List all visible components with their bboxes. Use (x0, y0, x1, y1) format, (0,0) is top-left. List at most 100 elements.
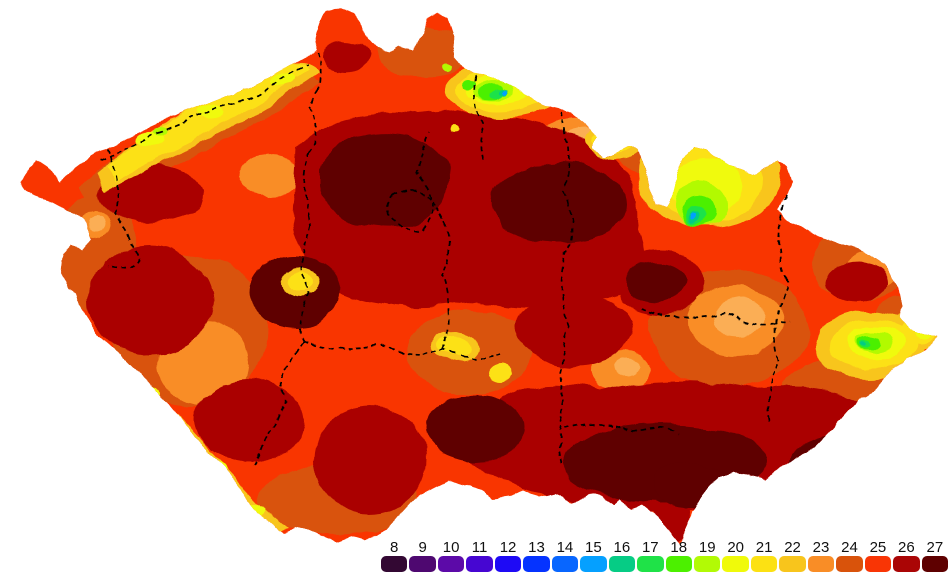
legend-value-label: 17 (641, 539, 659, 556)
legend-value-label: 12 (499, 539, 517, 556)
legend-color-swatch (381, 556, 408, 572)
temp-blob (900, 317, 936, 343)
legend-item: 24 (836, 539, 863, 572)
legend-value-label: 20 (727, 539, 744, 556)
temp-blob (827, 262, 887, 302)
region-boundary (308, 51, 320, 153)
temp-blob (714, 300, 766, 336)
legend-item: 26 (893, 539, 920, 572)
temp-blob (650, 464, 730, 508)
legend-item: 12 (494, 539, 522, 572)
temp-blob (689, 215, 695, 221)
legend-item: 20 (722, 539, 749, 572)
region-boundary (556, 251, 571, 469)
legend-color-swatch (409, 556, 436, 572)
legend-item: 21 (750, 539, 778, 572)
temperature-legend: 8 9 10 11 12 13 14 15 16 17 18 19 20 21 22 23 24 25 26 27 (381, 539, 949, 572)
legend-value-label: 10 (442, 539, 460, 556)
legend-item: 19 (693, 539, 721, 572)
legend-value-label: 26 (898, 539, 915, 556)
legend-value-label: 8 (390, 539, 399, 556)
region-boundary (414, 131, 446, 221)
legend-item: 16 (608, 539, 636, 572)
temp-blob (503, 91, 509, 95)
legend-item: 9 (409, 539, 436, 572)
legend-color-swatch (921, 556, 949, 572)
legend-item: 23 (807, 539, 835, 572)
legend-item: 14 (551, 539, 579, 572)
legend-item: 25 (864, 539, 892, 572)
temp-blob (321, 39, 369, 71)
region-boundary (252, 339, 302, 467)
temp-blob (490, 163, 630, 243)
temp-blob (574, 85, 626, 111)
region-boundary (105, 149, 141, 269)
legend-value-label: 25 (869, 539, 887, 556)
temp-blob (88, 245, 212, 355)
legend-value-label: 16 (613, 539, 631, 556)
legend-color-swatch (637, 556, 664, 572)
legend-color-swatch (466, 556, 493, 572)
temp-blob (195, 378, 305, 462)
region-boundary (559, 111, 574, 253)
legend-value-label: 9 (418, 539, 427, 556)
temp-blob (320, 133, 449, 229)
region-boundary (476, 75, 485, 163)
legend-value-label: 13 (528, 539, 545, 556)
temp-blob (106, 64, 308, 182)
legend-color-swatch (437, 556, 465, 572)
legend-value-label: 11 (471, 539, 488, 556)
temp-blob (88, 215, 106, 231)
temp-blob (203, 462, 227, 478)
legend-value-label: 21 (755, 539, 773, 556)
temp-blob (136, 133, 164, 147)
legend-item: 22 (779, 539, 806, 572)
legend-item: 11 (466, 539, 493, 572)
temp-blob (376, 28, 472, 76)
legend-color-swatch (836, 556, 863, 572)
legend-value-label: 27 (926, 539, 944, 556)
legend-item: 13 (523, 539, 550, 572)
region-boundary (440, 219, 450, 352)
temp-blob (791, 433, 899, 493)
region-boundaries (99, 51, 790, 469)
legend-color-swatch (779, 556, 806, 572)
temp-blob (601, 132, 625, 148)
legend-value-label: 19 (698, 539, 716, 556)
temp-blob (462, 79, 478, 89)
legend-value-label: 18 (670, 539, 688, 556)
legend-color-swatch (551, 556, 579, 572)
legend-color-swatch (580, 556, 607, 572)
temp-blob (623, 262, 687, 302)
legend-color-swatch (722, 556, 749, 572)
legend-color-swatch (864, 556, 892, 572)
temp-layer-15 (503, 91, 695, 221)
temp-blob (138, 386, 162, 402)
region-boundary (300, 339, 501, 358)
legend-color-swatch (494, 556, 522, 572)
region-boundary (386, 189, 436, 231)
legend-item: 27 (921, 539, 949, 572)
temp-blob (425, 395, 525, 461)
legend-value-label: 23 (812, 539, 830, 556)
temp-blob (450, 127, 460, 133)
legend-value-label: 14 (556, 539, 574, 556)
legend-item: 10 (437, 539, 465, 572)
legend-value-label: 24 (841, 539, 858, 556)
temp-blob (489, 363, 515, 381)
region-boundary (99, 65, 307, 163)
map-body (22, 10, 938, 545)
temp-blob (616, 360, 640, 376)
legend-item: 17 (637, 539, 664, 572)
temp-blob (858, 344, 864, 348)
temp-blob (286, 273, 314, 291)
legend-color-swatch (893, 556, 920, 572)
temp-blob (441, 62, 453, 70)
legend-color-swatch (523, 556, 550, 572)
legend-value-label: 15 (585, 539, 602, 556)
temp-blob (245, 502, 265, 514)
legend-value-label: 22 (784, 539, 801, 556)
temp-blob (592, 126, 636, 154)
region-boundary (297, 151, 311, 341)
legend-item: 15 (580, 539, 607, 572)
